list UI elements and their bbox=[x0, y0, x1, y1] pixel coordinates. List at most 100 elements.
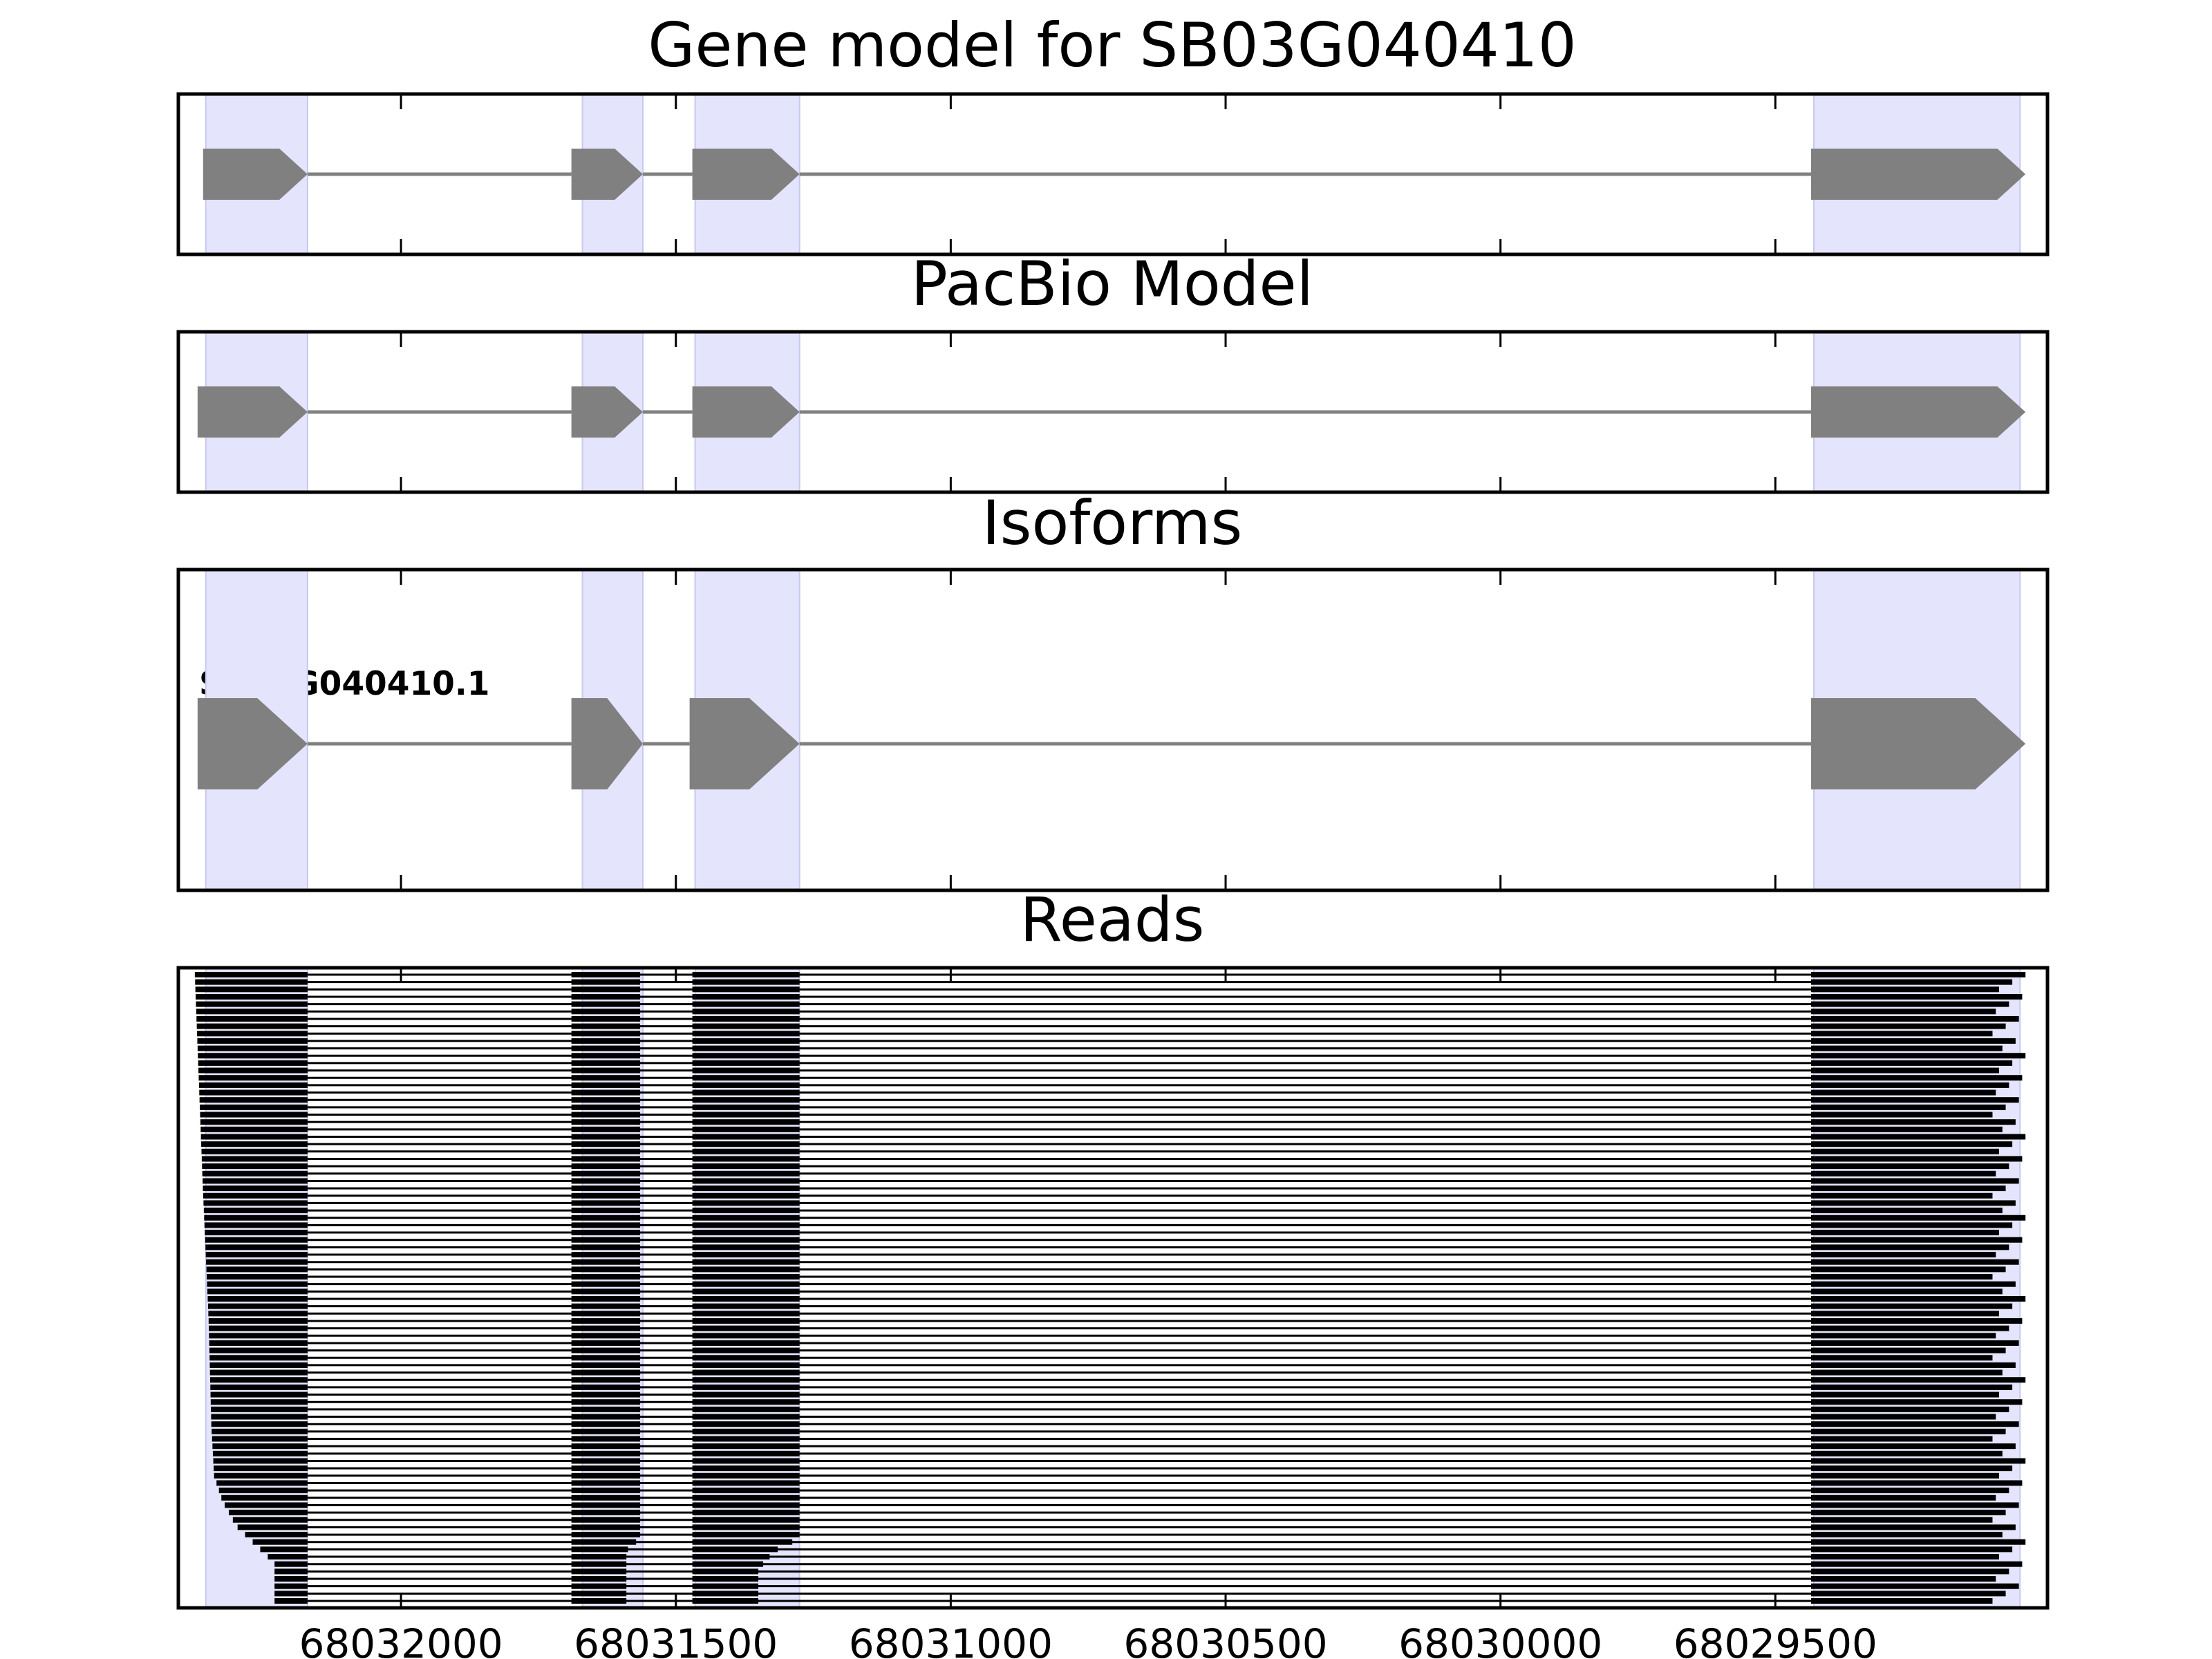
read-exon-block bbox=[692, 1568, 759, 1575]
read-exon-block bbox=[1811, 1583, 2019, 1589]
read-exon-block bbox=[1811, 1031, 1993, 1037]
exon-arrow bbox=[571, 149, 644, 200]
read-exon-block bbox=[692, 1156, 800, 1162]
read-exon-block bbox=[274, 1591, 308, 1597]
read-exon-block bbox=[1811, 1333, 1996, 1339]
read-exon-block bbox=[1811, 979, 2013, 985]
read-exon-block bbox=[204, 1215, 308, 1221]
read-exon-block bbox=[1811, 1318, 2023, 1324]
read-exon-block bbox=[202, 1170, 308, 1177]
read-exon-block bbox=[571, 1488, 641, 1494]
read-row bbox=[196, 993, 2023, 1000]
read-row bbox=[268, 1554, 2000, 1560]
read-row bbox=[210, 1391, 2000, 1398]
read-row bbox=[212, 1428, 2006, 1434]
read-row bbox=[197, 1031, 1993, 1037]
read-exon-block bbox=[196, 993, 308, 1000]
x-tick-label: 68032000 bbox=[299, 1620, 503, 1659]
read-exon-block bbox=[1811, 1598, 1993, 1604]
exon-arrow bbox=[203, 149, 308, 200]
read-exon-block bbox=[692, 1598, 759, 1604]
read-row bbox=[260, 1546, 2013, 1553]
read-exon-block bbox=[571, 1001, 641, 1007]
read-exon-block bbox=[1811, 1406, 2009, 1412]
read-exon-block bbox=[571, 1215, 641, 1221]
read-exon-block bbox=[692, 1215, 800, 1221]
read-exon-block bbox=[1811, 1230, 2000, 1236]
read-exon-block bbox=[571, 1369, 641, 1376]
x-tick-label: 68031000 bbox=[849, 1620, 1053, 1659]
read-row bbox=[202, 1163, 2009, 1170]
read-exon-block bbox=[692, 1082, 800, 1088]
read-exon-block bbox=[204, 1222, 308, 1228]
read-exon-block bbox=[692, 1524, 800, 1530]
read-exon-block bbox=[571, 1104, 641, 1110]
read-exon-block bbox=[571, 1112, 641, 1118]
read-exon-block bbox=[1811, 1488, 2009, 1494]
read-exon-block bbox=[692, 1554, 770, 1560]
read-exon-block bbox=[571, 1023, 641, 1029]
read-row bbox=[204, 1222, 2013, 1228]
read-exon-block bbox=[692, 1539, 793, 1545]
x-axis-tick-labels: 68032000 68031500 68031000 68030500 68030000… bbox=[299, 1620, 1877, 1659]
read-row bbox=[211, 1421, 2019, 1427]
read-row bbox=[203, 1192, 1993, 1199]
read-exon-block bbox=[571, 1494, 641, 1501]
read-exon-block bbox=[203, 1200, 308, 1206]
read-exon-block bbox=[692, 1148, 800, 1154]
read-row bbox=[274, 1591, 2006, 1597]
read-exon-block bbox=[571, 1465, 641, 1472]
read-exon-block bbox=[692, 1060, 800, 1066]
read-exon-block bbox=[1811, 1148, 2000, 1154]
read-exon-block bbox=[1811, 1237, 2023, 1243]
exon-arrow bbox=[1811, 698, 2026, 789]
read-exon-block bbox=[571, 1414, 641, 1420]
read-exon-block bbox=[1811, 1355, 1993, 1361]
read-exon-block bbox=[195, 986, 308, 993]
read-exon-block bbox=[209, 1369, 308, 1376]
read-exon-block bbox=[197, 1045, 308, 1051]
read-row bbox=[206, 1259, 2019, 1265]
read-row bbox=[207, 1288, 2003, 1295]
read-exon-block bbox=[1811, 1414, 1996, 1420]
read-row bbox=[212, 1436, 1993, 1442]
read-exon-block bbox=[1811, 1458, 2026, 1464]
read-exon-block bbox=[209, 1333, 308, 1339]
read-exon-block bbox=[211, 1421, 308, 1427]
read-exon-block bbox=[571, 1568, 627, 1575]
read-exon-block bbox=[1811, 1561, 2023, 1567]
read-exon-block bbox=[1811, 1428, 2006, 1434]
read-exon-block bbox=[1811, 1524, 2016, 1530]
read-row bbox=[214, 1472, 2000, 1479]
read-exon-block bbox=[1811, 1089, 1996, 1096]
read-row bbox=[213, 1458, 2026, 1464]
read-exon-block bbox=[692, 1472, 800, 1479]
read-exon-block bbox=[268, 1554, 308, 1560]
read-exon-block bbox=[692, 1561, 764, 1567]
read-exon-block bbox=[571, 1126, 641, 1132]
read-exon-block bbox=[1811, 1259, 2019, 1265]
read-exon-block bbox=[1811, 1060, 2013, 1066]
read-exon-block bbox=[203, 1178, 308, 1184]
read-exon-block bbox=[571, 1266, 641, 1273]
read-exon-block bbox=[692, 1333, 800, 1339]
read-exon-block bbox=[1811, 1163, 2009, 1170]
read-exon-block bbox=[200, 1104, 308, 1110]
read-exon-block bbox=[203, 1208, 308, 1214]
read-row bbox=[210, 1399, 2023, 1405]
read-exon-block bbox=[571, 1082, 641, 1088]
panel-frame bbox=[176, 568, 2050, 892]
read-exon-block bbox=[1811, 1450, 2003, 1456]
read-row bbox=[204, 1215, 2026, 1221]
read-exon-block bbox=[692, 1428, 800, 1434]
read-exon-block bbox=[207, 1288, 308, 1295]
read-exon-block bbox=[571, 1554, 627, 1560]
read-exon-block bbox=[1811, 1126, 2003, 1132]
read-exon-block bbox=[200, 1126, 308, 1132]
read-exon-block bbox=[197, 1038, 308, 1044]
read-exon-block bbox=[1811, 1023, 2006, 1029]
read-exon-block bbox=[692, 1119, 800, 1125]
read-exon-block bbox=[692, 1001, 800, 1007]
read-exon-block bbox=[692, 1134, 800, 1140]
read-exon-block bbox=[198, 1053, 308, 1059]
